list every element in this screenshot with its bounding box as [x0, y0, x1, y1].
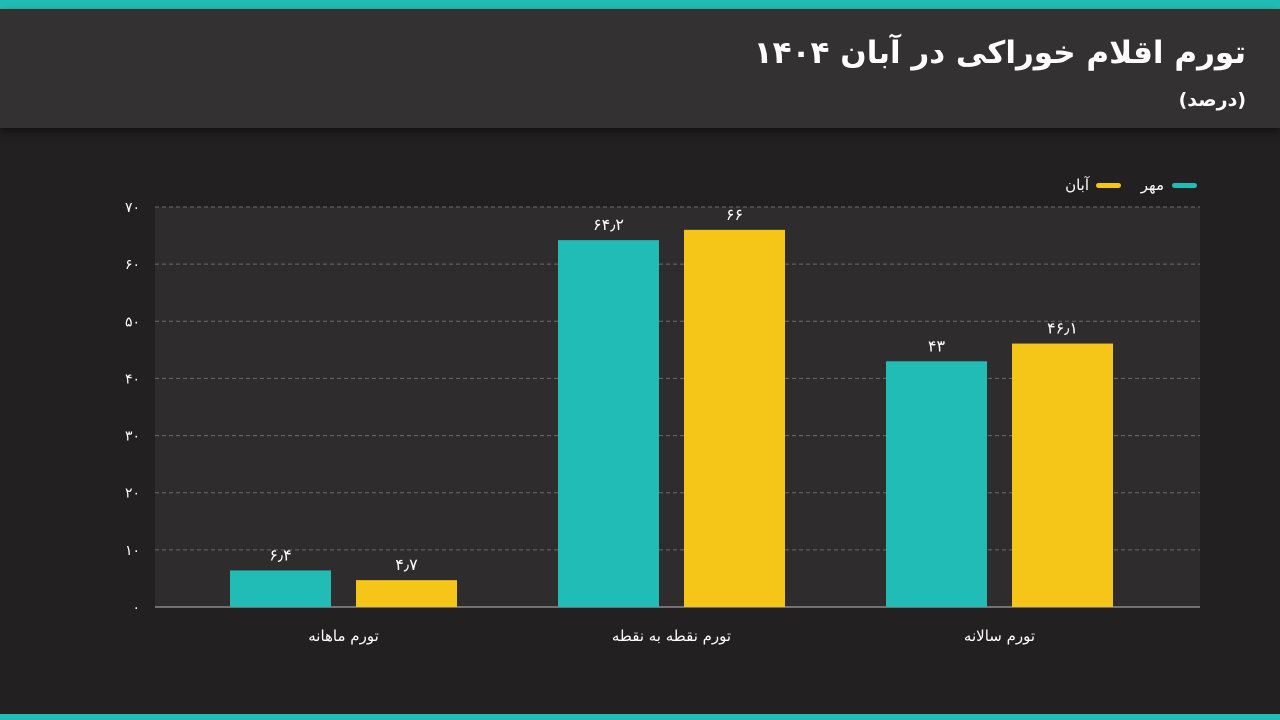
- category-label: تورم سالانه: [964, 627, 1035, 645]
- data-label: ۶۴٫۲: [593, 215, 624, 234]
- category-label: تورم نقطه به نقطه: [612, 627, 731, 645]
- legend-swatch-mehr: [1172, 183, 1197, 188]
- y-tick-label: ۰: [132, 600, 140, 616]
- bar-aban: [684, 229, 785, 607]
- chart-title: تورم اقلام خوراکی در آبان ۱۴۰۴: [753, 35, 1246, 71]
- bar-aban: [1012, 343, 1113, 607]
- legend-label-mehr: مهر: [1140, 176, 1164, 194]
- legend-label-aban: آبان: [1065, 176, 1090, 194]
- header: تورم اقلام خوراکی در آبان ۱۴۰۴ (درصد): [0, 9, 1280, 128]
- data-label: ۴٫۷: [395, 555, 418, 574]
- y-tick-label: ۱۰: [125, 543, 140, 559]
- y-tick-label: ۳۰: [125, 429, 140, 445]
- category-label: تورم ماهانه: [308, 627, 379, 645]
- top-accent-strip: [0, 0, 1280, 9]
- y-tick-label: ۶۰: [125, 257, 140, 273]
- bar-mehr: [886, 361, 987, 607]
- bar-mehr: [230, 570, 331, 607]
- legend-swatch-aban: [1096, 183, 1121, 188]
- bottom-accent-strip: [0, 714, 1280, 720]
- chart-subtitle: (درصد): [1178, 89, 1246, 111]
- data-label: ۶۶: [726, 205, 743, 224]
- bar-mehr: [558, 240, 659, 607]
- y-tick-label: ۴۰: [125, 371, 140, 387]
- data-label: ۴۳: [928, 336, 946, 355]
- y-tick-label: ۲۰: [125, 486, 140, 502]
- data-label: ۶٫۴: [269, 545, 291, 564]
- y-tick-label: ۵۰: [125, 314, 140, 330]
- y-tick-label: ۷۰: [125, 200, 140, 216]
- bar-aban: [356, 580, 457, 607]
- data-label: ۴۶٫۱: [1047, 319, 1078, 338]
